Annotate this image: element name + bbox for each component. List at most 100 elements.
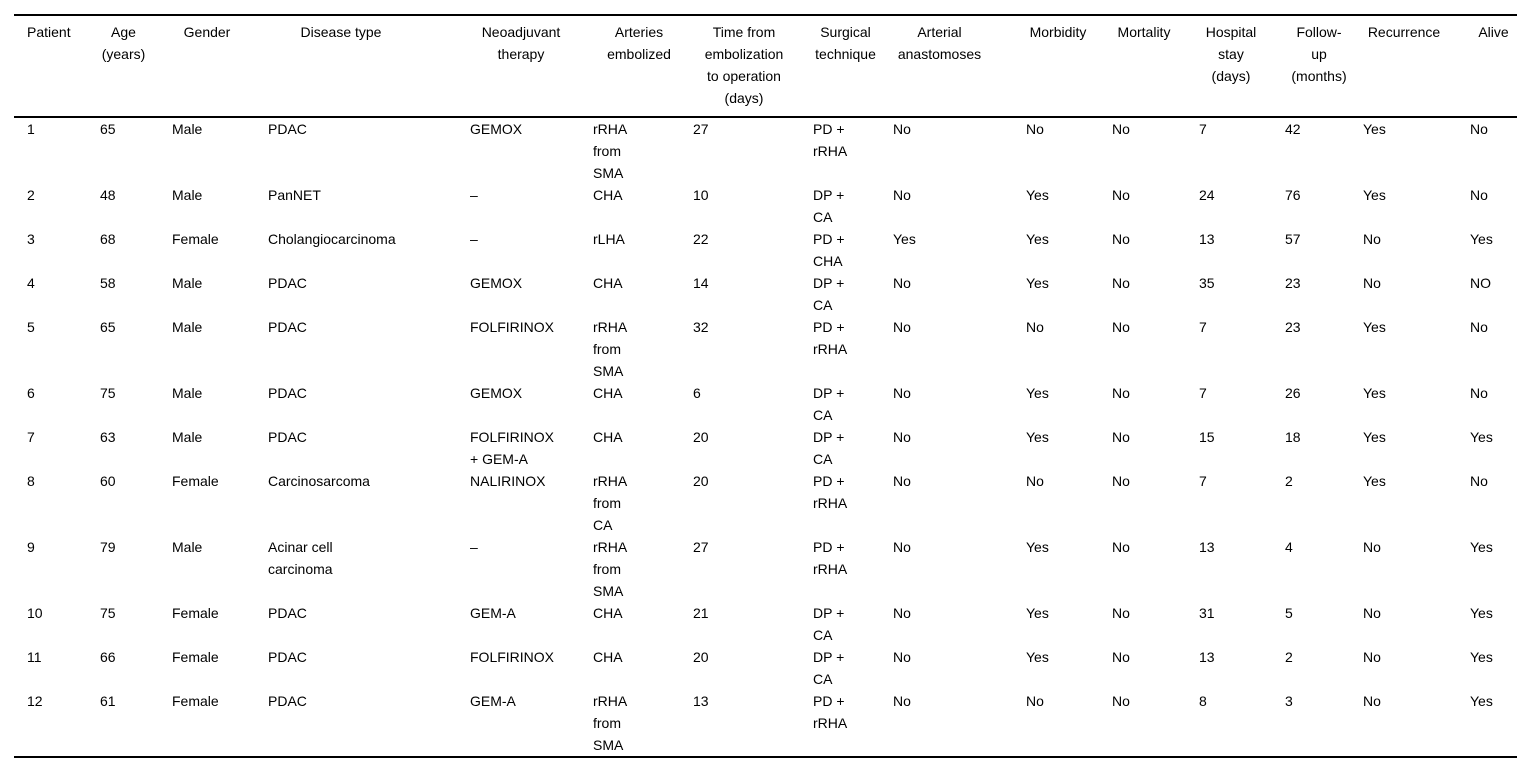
cell: DP + CA [813, 649, 845, 687]
cell: GEMOX [470, 385, 523, 401]
cell: 48 [100, 187, 116, 203]
cell: rRHA from SMA [593, 319, 628, 379]
cell: No [1112, 231, 1130, 247]
cell: No [1112, 275, 1130, 291]
cell: 2 [27, 187, 35, 203]
cell: No [1363, 693, 1381, 709]
cell: PanNET [268, 187, 321, 203]
cell: rRHA from SMA [593, 693, 628, 753]
cell: 68 [100, 231, 116, 247]
cell: No [1112, 605, 1130, 621]
cell: No [893, 539, 911, 555]
cell: 32 [693, 319, 709, 335]
cell: CHA [593, 187, 623, 203]
cell: Yes [1363, 121, 1386, 137]
cell: Male [172, 319, 203, 335]
cell: 5 [1285, 605, 1293, 621]
cell: DP + CA [813, 187, 845, 225]
cell: 20 [693, 429, 709, 445]
cell: 13 [1199, 649, 1215, 665]
column-header: Recurrence [1363, 15, 1470, 118]
table-body: 1 65 Male PDAC GEMOX rRHA from SMA 27 PD + rRHA… [14, 117, 1517, 757]
cell: GEMOX [470, 275, 523, 291]
table-row: 9 79 Male Acinar cell carcinoma – rRHA from S… [14, 536, 1517, 602]
cell: 65 [100, 121, 116, 137]
cell: No [1112, 187, 1130, 203]
cell: 13 [693, 693, 709, 709]
cell: No [893, 275, 911, 291]
cell: Yes [1026, 231, 1049, 247]
cell: – [470, 187, 478, 203]
cell: 3 [27, 231, 35, 247]
cell: 14 [693, 275, 709, 291]
cell: No [893, 121, 911, 137]
table-row: 12 61 Female PDAC GEM-A rRHA from SMA 13 PD + r… [14, 690, 1517, 757]
table-row: 11 66 Female PDAC FOLFIRINOX CHA 20 DP + CA No Ye… [14, 646, 1517, 690]
cell: No [893, 385, 911, 401]
cell: 13 [1199, 231, 1215, 247]
cell: Yes [1363, 473, 1386, 489]
column-header: Alive [1470, 15, 1517, 118]
cell: 60 [100, 473, 116, 489]
cell: Yes [1026, 187, 1049, 203]
cell: 76 [1285, 187, 1301, 203]
cell: Male [172, 385, 203, 401]
column-header: Arteries embolized [593, 15, 693, 118]
cell: Yes [1026, 385, 1049, 401]
cell: No [1470, 319, 1488, 335]
cell: 9 [27, 539, 35, 555]
cell: FOLFIRINOX [470, 319, 555, 335]
cell: Yes [893, 231, 916, 247]
cell: PDAC [268, 121, 307, 137]
cell: 66 [100, 649, 116, 665]
cell: Yes [1470, 231, 1493, 247]
column-header: Neoadjuvant therapy [470, 15, 593, 118]
cell: DP + CA [813, 275, 845, 313]
cell: 65 [100, 319, 116, 335]
cell: Female [172, 231, 219, 247]
table-row: 10 75 Female PDAC GEM-A CHA 21 DP + CA No Yes No 31… [14, 602, 1517, 646]
cell: Yes [1026, 649, 1049, 665]
column-header: Mortality [1112, 15, 1199, 118]
cell: 11 [27, 649, 42, 665]
cell: Yes [1026, 275, 1049, 291]
column-header: Gender [172, 15, 268, 118]
cell: Acinar cell carcinoma [268, 539, 333, 577]
cell: No [1026, 319, 1044, 335]
table-row: 3 68 Female Cholangiocarcinoma – rLHA 22 PD + C… [14, 228, 1517, 272]
cell: No [1026, 121, 1044, 137]
cell: No [893, 649, 911, 665]
cell: 31 [1199, 605, 1215, 621]
column-header: Disease type [268, 15, 470, 118]
cell: No [1363, 231, 1381, 247]
table-row: 1 65 Male PDAC GEMOX rRHA from SMA 27 PD + rRHA… [14, 117, 1517, 184]
cell: 26 [1285, 385, 1301, 401]
cell: No [893, 429, 911, 445]
table-row: 6 75 Male PDAC GEMOX CHA 6 DP + CA No Yes No 7 26 Yes… [14, 382, 1517, 426]
cell: – [470, 231, 478, 247]
cell: PD + rRHA [813, 319, 848, 357]
cell: 6 [693, 385, 701, 401]
cell: GEM-A [470, 605, 516, 621]
cell: PD + rRHA [813, 121, 848, 159]
cell: 61 [100, 693, 116, 709]
cell: 75 [100, 605, 116, 621]
cell: PD + rRHA [813, 539, 848, 577]
cell: 75 [100, 385, 116, 401]
cell: No [893, 187, 911, 203]
cell: DP + CA [813, 385, 845, 423]
cell: No [1363, 649, 1381, 665]
cell: 7 [1199, 385, 1207, 401]
cell: No [1112, 121, 1130, 137]
cell: Male [172, 121, 203, 137]
cell: 42 [1285, 121, 1301, 137]
cell: 7 [1199, 121, 1207, 137]
cell: No [1026, 693, 1044, 709]
cell: NALIRINOX [470, 473, 546, 489]
cell: PDAC [268, 429, 307, 445]
cell: No [1470, 473, 1488, 489]
cell: 15 [1199, 429, 1215, 445]
column-header: Follow- up (months) [1285, 15, 1363, 118]
cell: rRHA from SMA [593, 121, 628, 181]
